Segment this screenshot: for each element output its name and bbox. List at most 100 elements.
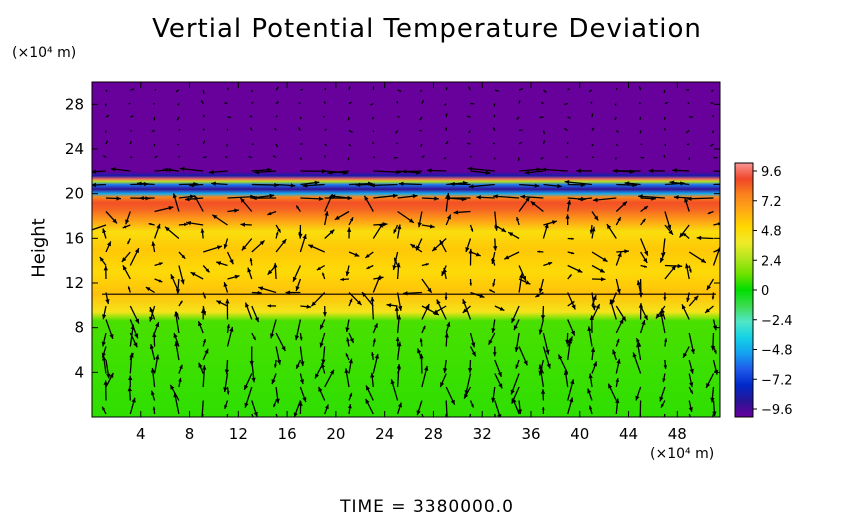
wind-arrow <box>308 244 325 253</box>
x-tick-label: 4 <box>136 425 146 443</box>
wind-arrow <box>394 130 399 134</box>
wind-arrow <box>348 86 351 91</box>
wind-arrow <box>128 102 131 105</box>
wind-arrow <box>635 337 642 347</box>
wind-arrow <box>174 311 180 334</box>
wind-arrow <box>398 181 422 187</box>
wind-arrow <box>396 402 402 415</box>
wind-arrow <box>101 355 107 374</box>
wind-arrow <box>193 194 204 212</box>
wind-arrow <box>202 114 206 118</box>
y-tick-label: 12 <box>65 274 84 292</box>
wind-arrow <box>445 192 451 212</box>
wind-arrow <box>664 224 674 236</box>
wind-arrow <box>494 373 503 389</box>
wind-arrow <box>110 167 131 172</box>
wind-arrow <box>591 211 599 221</box>
wind-arrow <box>688 157 690 161</box>
wind-arrow <box>372 275 381 293</box>
wind-arrow <box>591 143 594 147</box>
wind-arrow <box>616 249 629 254</box>
wind-arrow <box>92 169 107 174</box>
wind-arrow <box>469 400 475 408</box>
wind-arrow <box>468 248 473 266</box>
wind-arrow <box>129 247 140 266</box>
wind-arrow <box>636 280 642 293</box>
wind-arrow <box>294 319 302 341</box>
wind-arrow <box>251 89 254 93</box>
wind-arrow <box>275 413 278 417</box>
wind-arrow <box>372 353 379 374</box>
wind-arrow <box>186 220 204 226</box>
wind-arrow <box>178 364 183 374</box>
wind-arrow <box>705 373 715 389</box>
wind-arrow <box>439 373 447 388</box>
colorbar-tick-label: −9.6 <box>761 403 793 418</box>
wind-arrow <box>710 102 714 105</box>
y-tick-label: 20 <box>65 185 84 203</box>
wind-arrow <box>710 143 714 147</box>
wind-arrow <box>684 197 690 212</box>
wind-arrow <box>298 401 303 415</box>
wind-arrow <box>591 294 597 307</box>
wind-arrow <box>469 224 474 232</box>
wind-arrow <box>373 169 401 175</box>
wind-arrow <box>615 216 622 226</box>
wind-arrow <box>510 373 520 395</box>
wind-arrow <box>445 113 448 118</box>
wind-arrow <box>203 245 223 253</box>
wind-arrow <box>371 116 374 120</box>
wind-arrow <box>688 413 692 417</box>
wind-arrow <box>226 251 234 265</box>
wind-arrow <box>249 115 253 118</box>
wind-arrow <box>419 338 423 347</box>
wind-arrow <box>638 102 641 105</box>
wind-arrow <box>370 372 375 388</box>
wind-arrow <box>172 193 180 212</box>
wind-arrow <box>467 166 495 172</box>
wind-arrow <box>543 261 553 267</box>
wind-arrow <box>588 89 593 93</box>
wind-arrow <box>300 304 312 309</box>
wind-arrow <box>567 264 583 273</box>
wind-arrow <box>178 300 183 307</box>
wind-arrow <box>713 156 718 159</box>
wind-arrow <box>664 143 667 147</box>
wind-arrow <box>105 211 118 224</box>
wind-arrow <box>103 265 108 280</box>
wind-arrow <box>640 143 643 146</box>
wind-arrow <box>712 346 717 354</box>
wind-arrow <box>664 263 683 269</box>
wind-arrow <box>465 238 472 253</box>
wind-arrow <box>704 305 714 314</box>
wind-arrow <box>393 257 399 266</box>
wind-arrow <box>442 267 447 280</box>
x-tick-label: 24 <box>375 425 394 443</box>
colorbar-tick-label: −4.8 <box>761 344 793 359</box>
wind-arrow <box>432 305 447 315</box>
wind-arrow <box>615 87 618 91</box>
wind-arrow <box>364 251 374 259</box>
wind-arrow <box>396 262 401 280</box>
wind-arrow <box>105 89 108 92</box>
wind-arrow <box>386 303 398 308</box>
wind-arrow <box>149 306 156 320</box>
wind-arrow <box>223 373 229 393</box>
wind-arrow <box>576 168 593 174</box>
wind-arrow <box>609 299 617 320</box>
wind-arrow <box>590 347 596 361</box>
wind-arrow <box>178 194 195 199</box>
wind-arrow <box>275 386 280 404</box>
wind-arrow <box>372 86 375 91</box>
wind-arrow <box>515 359 520 369</box>
wind-arrow <box>310 292 326 307</box>
wind-arrow <box>591 277 606 282</box>
wind-arrow <box>348 129 353 133</box>
wind-arrow <box>324 143 328 147</box>
plot-area <box>91 81 721 418</box>
wind-arrow <box>224 102 228 105</box>
wind-arrow <box>295 278 302 292</box>
wind-arrow <box>395 337 400 347</box>
wind-arrow <box>239 197 253 212</box>
